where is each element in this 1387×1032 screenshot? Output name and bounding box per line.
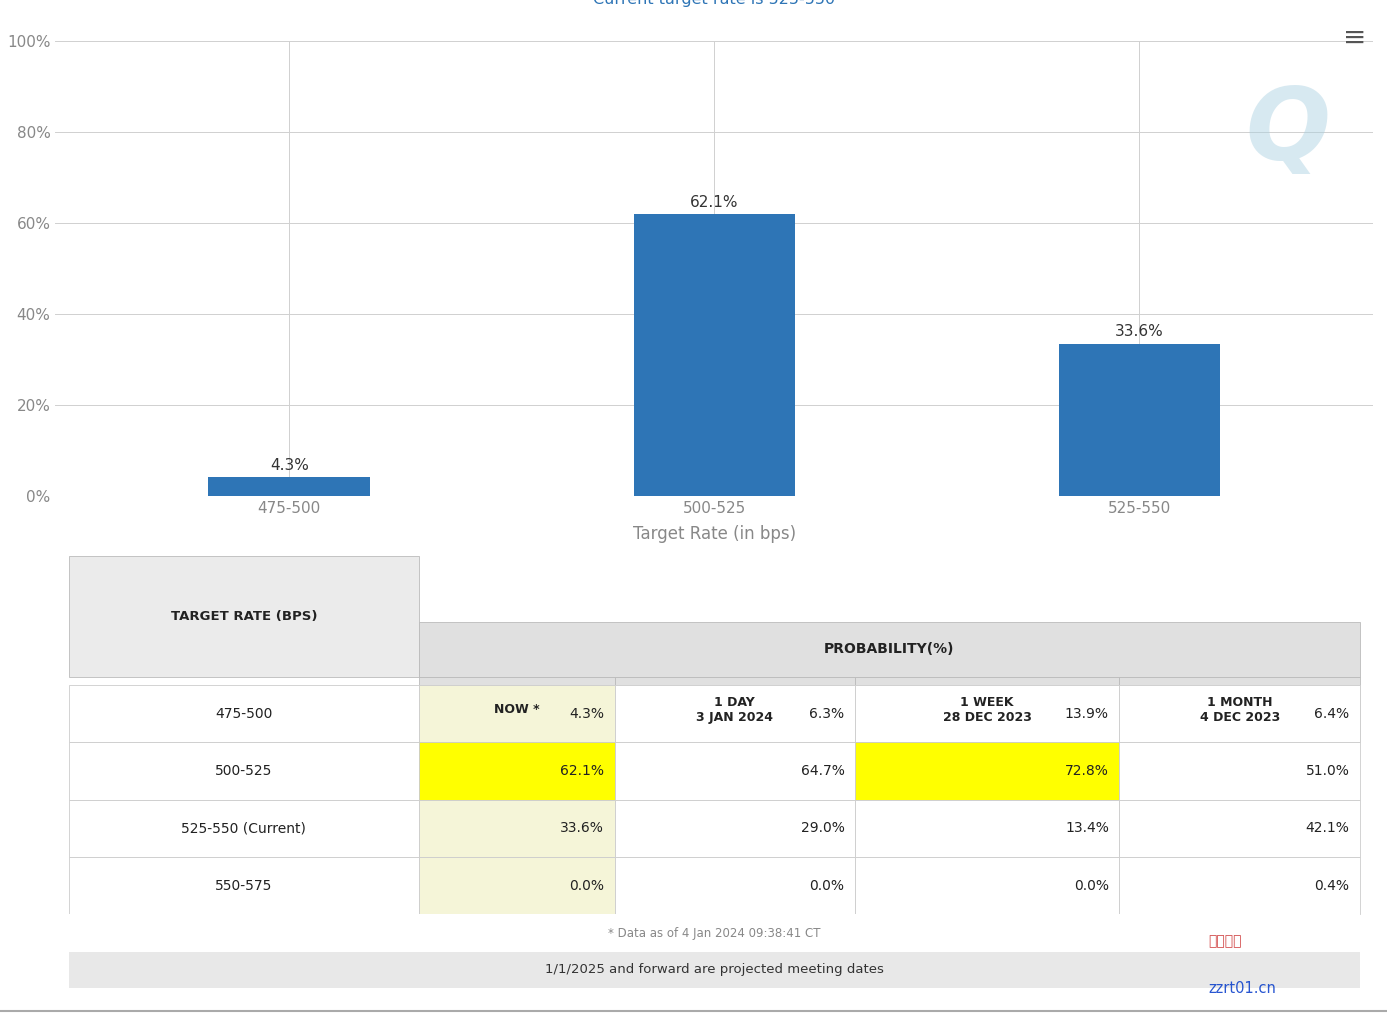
Bar <box>419 800 614 857</box>
Bar <box>1119 742 1359 800</box>
Bar <box>1119 685 1359 742</box>
Bar <box>1119 857 1359 914</box>
Text: * Data as of 4 Jan 2024 09:38:41 CT: * Data as of 4 Jan 2024 09:38:41 CT <box>608 927 821 940</box>
Bar <box>1119 677 1359 742</box>
X-axis label: Target Rate (in bps): Target Rate (in bps) <box>632 524 796 543</box>
Text: 海马财经: 海马财经 <box>1208 934 1241 948</box>
Text: 33.6%: 33.6% <box>1115 324 1164 340</box>
Text: 42.1%: 42.1% <box>1305 821 1350 835</box>
Bar <box>854 742 1119 800</box>
Bar <box>419 677 614 742</box>
Text: 1 MONTH
4 DEC 2023: 1 MONTH 4 DEC 2023 <box>1200 696 1280 723</box>
Bar <box>69 857 419 914</box>
Bar <box>419 742 614 800</box>
Text: 0.4%: 0.4% <box>1315 878 1350 893</box>
Bar <box>614 857 854 914</box>
Text: 1/1/2025 and forward are projected meeting dates: 1/1/2025 and forward are projected meeti… <box>545 963 884 976</box>
Text: 29.0%: 29.0% <box>800 821 845 835</box>
Text: 72.8%: 72.8% <box>1065 764 1108 778</box>
Text: 0.0%: 0.0% <box>1074 878 1108 893</box>
Text: 0.0%: 0.0% <box>810 878 845 893</box>
Bar <box>419 685 614 742</box>
Bar <box>1119 800 1359 857</box>
Bar <box>69 685 419 742</box>
Bar <box>69 800 419 857</box>
Bar <box>614 800 854 857</box>
Text: 500-525: 500-525 <box>215 764 272 778</box>
Bar <box>614 677 854 742</box>
Text: 550-575: 550-575 <box>215 878 272 893</box>
Bar <box>1058 344 1221 496</box>
Text: Current target rate is 525-550: Current target rate is 525-550 <box>594 0 835 7</box>
Bar <box>419 621 1359 677</box>
Text: Q: Q <box>1246 84 1330 181</box>
Text: PROBABILITY(%): PROBABILITY(%) <box>824 642 954 656</box>
Bar <box>634 214 795 496</box>
Bar <box>69 914 1359 952</box>
Text: 1 WEEK
28 DEC 2023: 1 WEEK 28 DEC 2023 <box>943 696 1032 723</box>
Text: 13.4%: 13.4% <box>1065 821 1108 835</box>
Text: 13.9%: 13.9% <box>1065 707 1108 720</box>
Text: ≡: ≡ <box>1343 24 1366 52</box>
Bar <box>69 742 419 800</box>
Bar <box>854 685 1119 742</box>
Text: 1 DAY
3 JAN 2024: 1 DAY 3 JAN 2024 <box>696 696 774 723</box>
Text: 0.0%: 0.0% <box>569 878 603 893</box>
Bar <box>854 677 1119 742</box>
Text: 62.1%: 62.1% <box>691 195 738 209</box>
Bar <box>419 857 614 914</box>
Bar <box>69 952 1359 988</box>
Text: 475-500: 475-500 <box>215 707 272 720</box>
Text: 6.4%: 6.4% <box>1315 707 1350 720</box>
Text: 4.3%: 4.3% <box>569 707 603 720</box>
Text: 62.1%: 62.1% <box>560 764 603 778</box>
Text: 51.0%: 51.0% <box>1305 764 1350 778</box>
Text: 4.3%: 4.3% <box>270 458 309 473</box>
Bar <box>854 800 1119 857</box>
Bar <box>614 742 854 800</box>
Bar <box>854 857 1119 914</box>
Text: zzrt01.cn: zzrt01.cn <box>1208 980 1276 996</box>
Text: 6.3%: 6.3% <box>810 707 845 720</box>
Text: 64.7%: 64.7% <box>800 764 845 778</box>
Bar <box>69 556 419 677</box>
Text: TARGET RATE (BPS): TARGET RATE (BPS) <box>171 610 318 623</box>
Text: NOW *: NOW * <box>494 703 540 716</box>
Text: 33.6%: 33.6% <box>560 821 603 835</box>
Text: 525-550 (Current): 525-550 (Current) <box>182 821 307 835</box>
Bar <box>208 477 370 496</box>
Bar <box>614 685 854 742</box>
